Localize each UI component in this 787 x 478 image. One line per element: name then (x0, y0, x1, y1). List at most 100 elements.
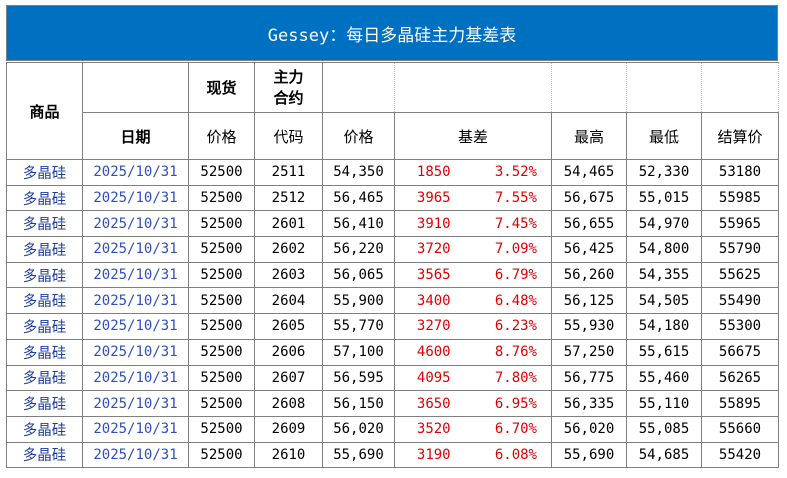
cell-basis-pct: 6.08% (472, 441, 552, 469)
header-futures-price: 价格 (322, 112, 395, 160)
cell-futures-price: 57,100 (322, 338, 395, 366)
cell-high: 56,125 (551, 287, 627, 315)
header-spot-price: 价格 (188, 112, 255, 160)
cell-high: 54,465 (551, 159, 627, 186)
cell-contract-code: 2602 (254, 236, 323, 263)
cell-product: 多晶硅 (6, 261, 83, 289)
header-empty (322, 62, 395, 113)
header-empty (394, 62, 552, 113)
cell-basis: 3400 (394, 287, 473, 315)
cell-basis: 3650 (394, 390, 473, 417)
cell-basis-pct: 7.55% (472, 184, 552, 212)
cell-futures-price: 56,410 (322, 210, 395, 238)
cell-contract-code: 2604 (254, 287, 323, 315)
basis-table: 商品 现货 主力 合约 日期 价格 代码 价格 基差 最高 最低 结算价 (6, 62, 779, 469)
cell-futures-price: 56,020 (322, 415, 395, 443)
cell-high: 56,335 (551, 390, 627, 417)
cell-settle: 55625 (701, 261, 779, 289)
cell-basis-pct: 6.70% (472, 415, 552, 443)
header-empty (626, 62, 702, 113)
cell-high: 55,930 (551, 313, 627, 340)
cell-high: 56,425 (551, 236, 627, 263)
cell-futures-price: 56,595 (322, 364, 395, 392)
cell-settle: 55300 (701, 313, 779, 340)
table-row: 多晶硅 2025/10/31 52500 2609 56,020 3520 6.70% 56,… (6, 415, 779, 443)
cell-product: 多晶硅 (6, 338, 83, 366)
cell-futures-price: 54,350 (322, 159, 395, 186)
cell-basis: 3520 (394, 415, 473, 443)
cell-basis-pct: 3.52% (472, 159, 552, 186)
cell-low: 54,505 (626, 287, 702, 315)
cell-contract-code: 2605 (254, 313, 323, 340)
cell-contract-code: 2601 (254, 210, 323, 238)
header-main-line2: 合约 (273, 88, 304, 107)
cell-date: 2025/10/31 (82, 441, 189, 469)
cell-date: 2025/10/31 (82, 184, 189, 212)
cell-low: 52,330 (626, 159, 702, 186)
cell-settle: 56265 (701, 364, 779, 392)
cell-product: 多晶硅 (6, 159, 83, 186)
header-basis: 基差 (394, 112, 552, 160)
cell-spot-price: 52500 (188, 390, 255, 417)
cell-spot-price: 52500 (188, 261, 255, 289)
table-row: 多晶硅 2025/10/31 52500 2511 54,350 1850 3.52% 54,… (6, 159, 779, 186)
cell-basis-pct: 6.79% (472, 261, 552, 289)
cell-low: 54,180 (626, 313, 702, 340)
cell-spot-price: 52500 (188, 313, 255, 340)
header-product: 商品 (6, 62, 83, 160)
cell-product: 多晶硅 (6, 287, 83, 315)
cell-high: 56,020 (551, 415, 627, 443)
cell-basis: 3910 (394, 210, 473, 238)
header-code: 代码 (254, 112, 323, 160)
cell-high: 56,775 (551, 364, 627, 392)
header-low: 最低 (626, 112, 702, 160)
cell-date: 2025/10/31 (82, 261, 189, 289)
cell-spot-price: 52500 (188, 441, 255, 469)
cell-product: 多晶硅 (6, 313, 83, 340)
header-settle: 结算价 (701, 112, 779, 160)
cell-settle: 55490 (701, 287, 779, 315)
cell-futures-price: 56,465 (322, 184, 395, 212)
cell-spot-price: 52500 (188, 338, 255, 366)
table-row: 多晶硅 2025/10/31 52500 2604 55,900 3400 6.48% 56,… (6, 287, 779, 315)
cell-basis: 3565 (394, 261, 473, 289)
cell-contract-code: 2603 (254, 261, 323, 289)
cell-date: 2025/10/31 (82, 390, 189, 417)
table-row: 多晶硅 2025/10/31 52500 2607 56,595 4095 7.80% 56,… (6, 364, 779, 392)
cell-spot-price: 52500 (188, 184, 255, 212)
cell-date: 2025/10/31 (82, 210, 189, 238)
cell-date: 2025/10/31 (82, 364, 189, 392)
cell-futures-price: 55,690 (322, 441, 395, 469)
cell-product: 多晶硅 (6, 210, 83, 238)
cell-low: 55,615 (626, 338, 702, 366)
cell-contract-code: 2610 (254, 441, 323, 469)
cell-contract-code: 2609 (254, 415, 323, 443)
cell-futures-price: 55,900 (322, 287, 395, 315)
cell-basis: 1850 (394, 159, 473, 186)
cell-spot-price: 52500 (188, 415, 255, 443)
cell-basis-pct: 7.80% (472, 364, 552, 392)
cell-high: 56,260 (551, 261, 627, 289)
cell-low: 55,460 (626, 364, 702, 392)
cell-basis: 3720 (394, 236, 473, 263)
cell-high: 55,690 (551, 441, 627, 469)
cell-settle: 53180 (701, 159, 779, 186)
cell-contract-code: 2607 (254, 364, 323, 392)
cell-product: 多晶硅 (6, 415, 83, 443)
cell-low: 54,355 (626, 261, 702, 289)
header-main-line1: 主力 (273, 67, 304, 86)
cell-futures-price: 56,220 (322, 236, 395, 263)
cell-futures-price: 56,065 (322, 261, 395, 289)
table-row: 多晶硅 2025/10/31 52500 2606 57,100 4600 8.76% 57,… (6, 338, 779, 366)
table-row: 多晶硅 2025/10/31 52500 2610 55,690 3190 6.08% 55,… (6, 441, 779, 469)
cell-low: 55,110 (626, 390, 702, 417)
cell-spot-price: 52500 (188, 210, 255, 238)
cell-basis: 4600 (394, 338, 473, 366)
cell-date: 2025/10/31 (82, 287, 189, 315)
cell-product: 多晶硅 (6, 236, 83, 263)
cell-basis: 3965 (394, 184, 473, 212)
basis-sheet: Gessey：每日多晶硅主力基差表 商品 现货 主力 合约 (6, 5, 779, 469)
cell-low: 55,085 (626, 415, 702, 443)
header-empty (551, 62, 627, 113)
cell-product: 多晶硅 (6, 364, 83, 392)
